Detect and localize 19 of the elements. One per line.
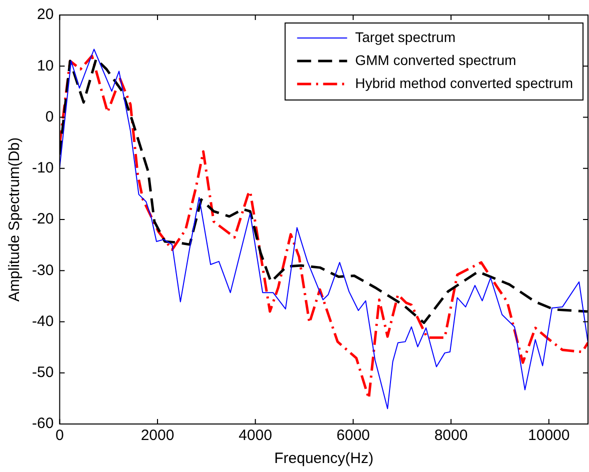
x-tick-label: 4000 — [238, 427, 272, 444]
x-axis-title: Frequency(Hz) — [274, 450, 374, 468]
x-tick-label: 2000 — [140, 427, 174, 444]
legend-label: GMM converted spectrum — [355, 52, 516, 68]
y-tick-label: -10 — [32, 160, 54, 177]
x-tick-label: 10000 — [528, 427, 570, 444]
y-tick-label: -40 — [32, 312, 54, 330]
y-axis-title: Amplitude Spectrum(Db) — [6, 137, 24, 302]
y-tick-label: 10 — [36, 57, 54, 74]
y-tick-label: 0 — [45, 108, 54, 126]
y-tick-label: -20 — [32, 210, 54, 228]
legend-label: Target spectrum — [355, 28, 456, 45]
x-tick-label: 8000 — [434, 427, 468, 444]
y-tick-label: -30 — [32, 262, 54, 279]
y-tick-label: -50 — [32, 364, 54, 382]
legend-label: Hybrid method converted spectrum — [355, 74, 573, 91]
y-tick-label: -60 — [32, 415, 54, 432]
x-tick-label: 6000 — [336, 427, 370, 444]
y-tick-label: 20 — [36, 6, 54, 24]
